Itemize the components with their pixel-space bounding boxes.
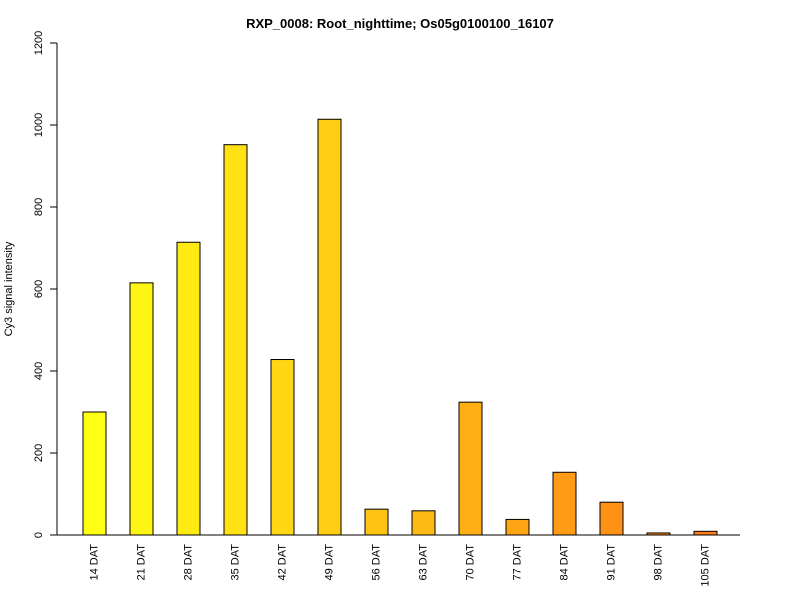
x-tick-label: 35 DAT — [229, 544, 241, 581]
y-tick-label: 1000 — [33, 113, 45, 137]
y-tick-label: 1200 — [33, 31, 45, 55]
bar-49-dat — [317, 118, 342, 536]
bar-14-dat — [82, 411, 107, 536]
bar-21-dat — [129, 282, 154, 536]
bar-98-dat — [646, 532, 671, 536]
y-tick-label: 600 — [33, 280, 45, 298]
y-ticks: 0 200 400 600 800 1000 1200 — [33, 31, 57, 538]
y-tick-label: 200 — [33, 444, 45, 462]
bar-91-dat — [599, 501, 624, 536]
bar-84-dat — [552, 471, 577, 536]
x-tick-label: 84 DAT — [558, 544, 570, 581]
x-tick-label: 91 DAT — [605, 544, 617, 581]
bar-105-dat — [693, 530, 718, 536]
x-tick-label: 70 DAT — [464, 544, 476, 581]
y-tick-label: 800 — [33, 198, 45, 216]
bar-70-dat — [458, 401, 483, 536]
x-tick-label: 42 DAT — [276, 544, 288, 581]
x-tick-label: 63 DAT — [417, 544, 429, 581]
x-tick-label: 49 DAT — [323, 544, 335, 581]
bar-56-dat — [364, 508, 389, 536]
x-tick-label: 28 DAT — [182, 544, 194, 581]
x-tick-label: 14 DAT — [88, 544, 100, 581]
bar-28-dat — [176, 241, 201, 536]
chart-title: RXP_0008: Root_nighttime; Os05g0100100_1… — [246, 16, 554, 31]
bar-35-dat — [223, 144, 248, 536]
y-axis-label: Cy3 signal intensity — [3, 241, 15, 336]
y-tick-label: 0 — [33, 532, 45, 538]
x-ticks: 14 DAT 21 DAT 28 DAT 35 DAT 42 DAT 49 DAT 56 D… — [88, 544, 711, 587]
bar-77-dat — [505, 518, 530, 536]
bar-42-dat — [270, 359, 295, 536]
bars — [82, 118, 718, 536]
x-tick-label: 77 DAT — [511, 544, 523, 581]
y-tick-label: 400 — [33, 362, 45, 380]
x-tick-label: 21 DAT — [135, 544, 147, 581]
x-tick-label: 105 DAT — [699, 544, 711, 587]
x-tick-label: 56 DAT — [370, 544, 382, 581]
x-tick-label: 98 DAT — [652, 544, 664, 581]
bar-63-dat — [411, 510, 436, 536]
